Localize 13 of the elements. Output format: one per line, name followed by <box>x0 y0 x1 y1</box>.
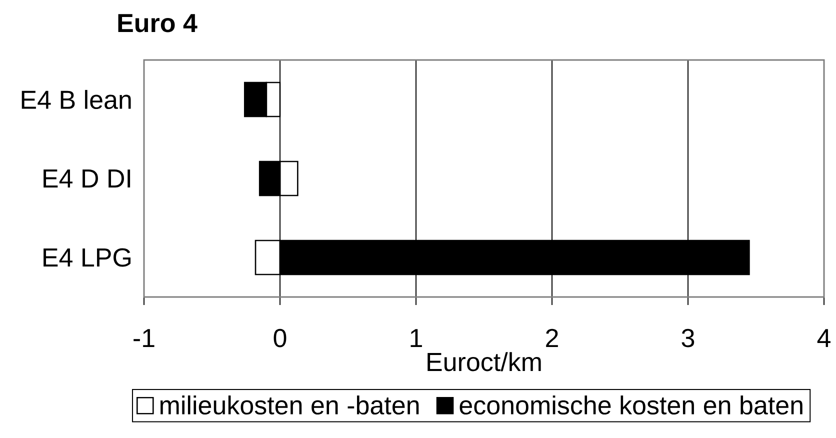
x-tick-label: 3 <box>682 328 694 348</box>
y-tick-label: E4 D DI <box>44 170 130 188</box>
x-tick-label: -1 <box>134 329 154 348</box>
legend-label: economische kosten en baten <box>460 395 802 415</box>
y-tick-label: E4 LPG <box>44 248 131 267</box>
x-tick-label: 1 <box>410 329 422 348</box>
chart-title: Euro 4 <box>118 14 198 32</box>
x-tick-label: 2 <box>546 328 558 348</box>
x-tick-label: 4 <box>817 329 830 348</box>
y-tick-label: E4 B lean <box>22 90 131 110</box>
x-axis-title: Euroct/km <box>428 352 541 372</box>
legend-label: milieukosten en -baten <box>160 395 419 415</box>
x-tick-label: 0 <box>274 328 286 348</box>
